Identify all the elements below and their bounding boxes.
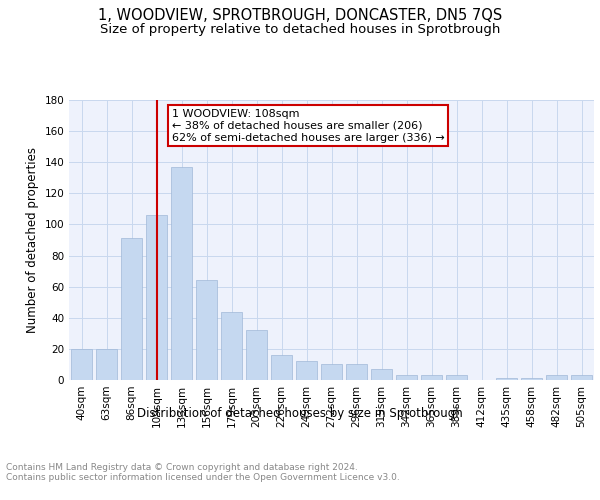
Bar — [171, 167, 192, 380]
Y-axis label: Number of detached properties: Number of detached properties — [26, 147, 39, 333]
Bar — [271, 355, 292, 380]
Bar — [246, 330, 267, 380]
Bar — [146, 215, 167, 380]
Bar — [521, 378, 542, 380]
Text: Contains HM Land Registry data © Crown copyright and database right 2024.
Contai: Contains HM Land Registry data © Crown c… — [6, 462, 400, 482]
Bar — [321, 364, 342, 380]
Text: Size of property relative to detached houses in Sprotbrough: Size of property relative to detached ho… — [100, 22, 500, 36]
Bar — [346, 364, 367, 380]
Bar — [71, 349, 92, 380]
Bar — [221, 312, 242, 380]
Bar — [396, 376, 417, 380]
Bar — [121, 238, 142, 380]
Bar — [296, 362, 317, 380]
Bar — [96, 349, 117, 380]
Text: Distribution of detached houses by size in Sprotbrough: Distribution of detached houses by size … — [137, 408, 463, 420]
Bar — [371, 369, 392, 380]
Bar — [546, 376, 567, 380]
Text: 1, WOODVIEW, SPROTBROUGH, DONCASTER, DN5 7QS: 1, WOODVIEW, SPROTBROUGH, DONCASTER, DN5… — [98, 8, 502, 22]
Bar — [496, 378, 517, 380]
Bar — [446, 376, 467, 380]
Text: 1 WOODVIEW: 108sqm
← 38% of detached houses are smaller (206)
62% of semi-detach: 1 WOODVIEW: 108sqm ← 38% of detached hou… — [172, 110, 444, 142]
Bar — [421, 376, 442, 380]
Bar — [196, 280, 217, 380]
Bar — [571, 376, 592, 380]
